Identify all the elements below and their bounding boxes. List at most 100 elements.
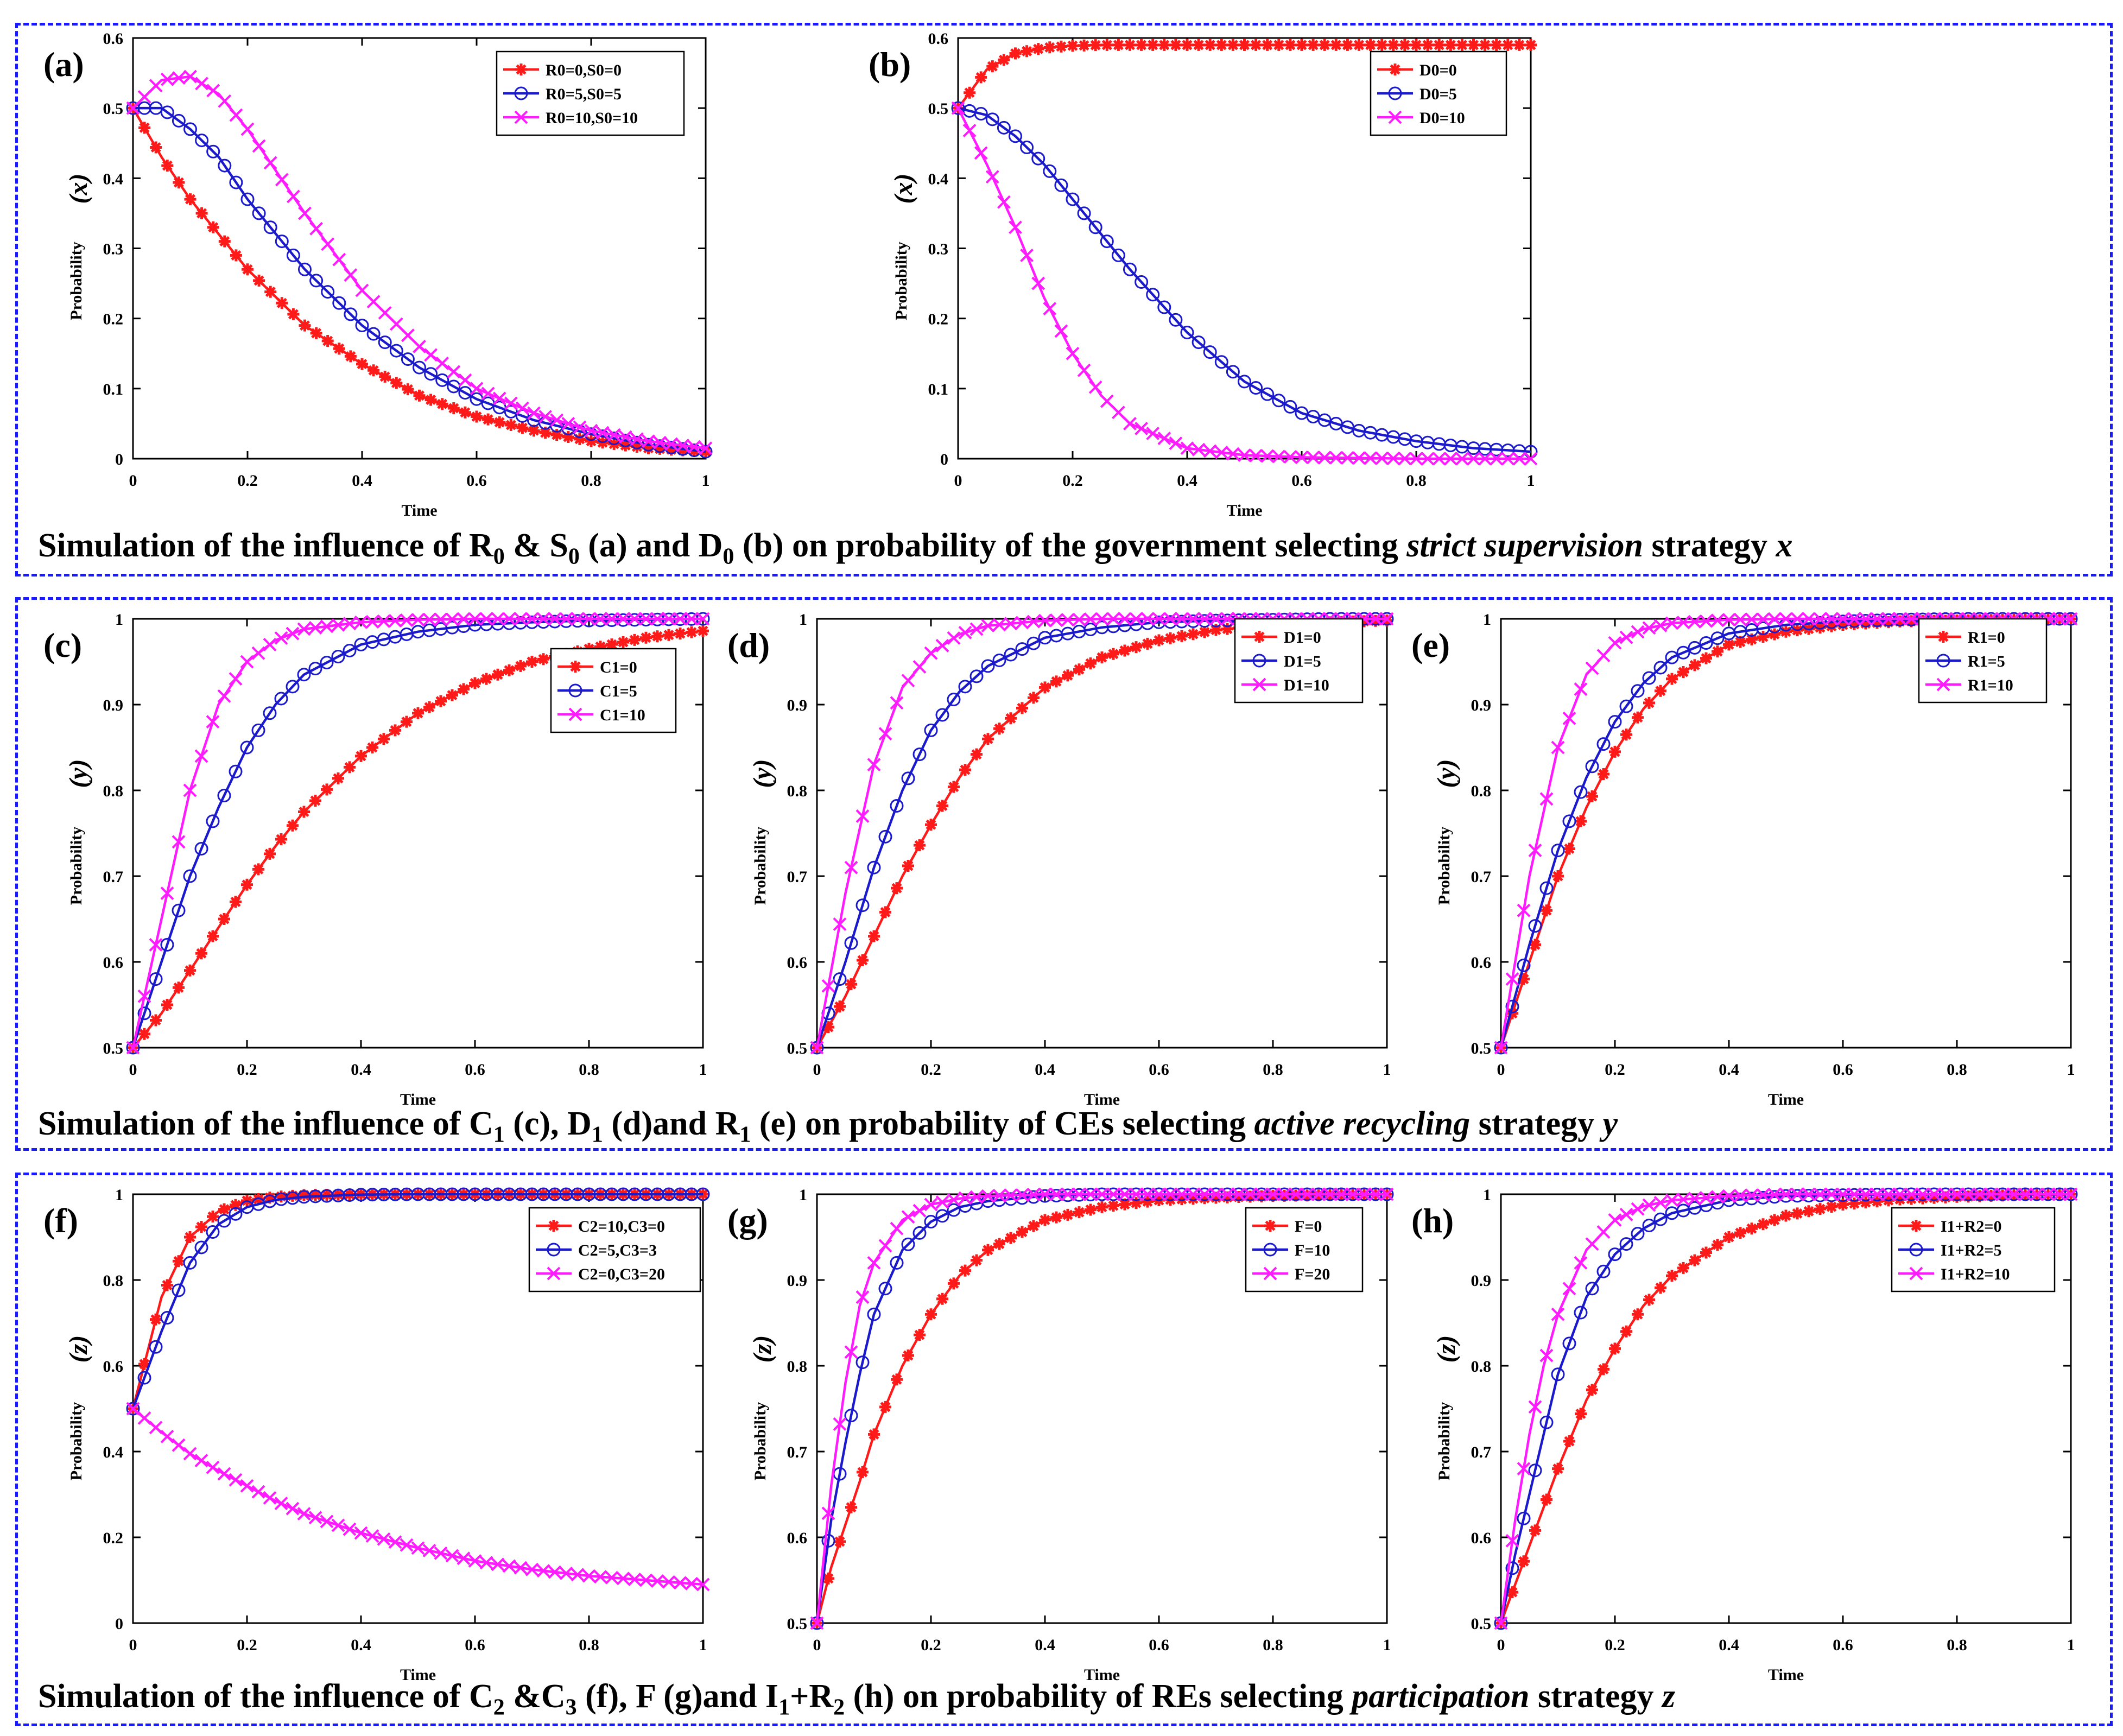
point-d-2-23: [1072, 612, 1086, 626]
point-a-2-42: [607, 428, 621, 442]
point-c-2-30: [468, 612, 482, 626]
point-c-2-34: [514, 612, 528, 626]
point-c-1-5: [183, 869, 197, 883]
legend-label-a-0: R0=0,S0=0: [546, 61, 622, 79]
x-tick-label-h-3: 0.6: [1833, 1636, 1853, 1654]
legend-label-b-0: D0=0: [1419, 61, 1457, 79]
point-e-2-8: [1585, 661, 1599, 675]
point-h-2-18: [1699, 1190, 1713, 1205]
x-tick-label-g-3: 0.6: [1149, 1636, 1169, 1654]
point-f-2-27: [434, 1546, 448, 1560]
point-h-2-50: [2064, 1187, 2078, 1201]
y-axis-variable-f: (z): [64, 1335, 93, 1363]
point-h-2-49: [2052, 1187, 2067, 1201]
point-c-2-25: [411, 613, 425, 626]
point-f-2-34: [514, 1561, 528, 1575]
point-c-2-20: [354, 615, 368, 629]
point-e-2-3: [1528, 844, 1542, 858]
point-a-2-50: [699, 441, 713, 455]
point-a-2-41: [595, 426, 610, 440]
point-c-2-19: [343, 617, 357, 631]
point-a-1-16: [309, 274, 324, 288]
series-b-1: [951, 101, 1538, 459]
legend-label-a-1: R0=5,S0=5: [546, 85, 622, 103]
point-d-2-7: [890, 696, 904, 710]
point-h-2-33: [1870, 1187, 1884, 1201]
point-h-2-31: [1847, 1187, 1861, 1201]
y-tick-label-e-3: 0.8: [1471, 782, 1492, 800]
point-a-1-11: [252, 206, 266, 220]
point-h-2-20: [1722, 1189, 1736, 1203]
point-f-2-41: [593, 1570, 607, 1584]
legend-marker-b-1: [1388, 86, 1402, 100]
legend-label-b-2: D0=10: [1419, 109, 1465, 127]
point-a-1-33: [504, 404, 518, 419]
point-g-2-39: [1254, 1187, 1269, 1201]
y-tick-label-h-5: 1: [1483, 1186, 1491, 1204]
point-b-1-10: [1066, 192, 1080, 206]
x-tick-label-g-4: 0.8: [1263, 1636, 1283, 1654]
point-h-1-2: [1517, 1511, 1531, 1525]
legend-marker-b-2: [1388, 110, 1402, 124]
legend-marker-f-2: [547, 1266, 561, 1281]
point-g-2-22: [1061, 1187, 1075, 1201]
x-tick-label-c-1: 0.2: [237, 1061, 257, 1079]
chart-d: (d) 0 0.2 0.4 0.6 0.8 1 0.5 0.6 0.7 0.8 0.9 1 Time Pro…: [727, 611, 1394, 1108]
point-d-2-22: [1061, 613, 1075, 627]
point-h-2-23: [1756, 1188, 1770, 1202]
point-g-2-20: [1038, 1187, 1052, 1201]
y-tick-label-c-3: 0.8: [103, 782, 124, 800]
point-c-2-45: [639, 612, 653, 626]
point-b-2-48: [1501, 452, 1515, 466]
point-g-2-11: [935, 1195, 949, 1209]
point-f-1-7: [206, 1225, 220, 1239]
y-tick-label-f-1: 0.2: [103, 1529, 124, 1547]
point-c-2-9: [229, 672, 243, 686]
point-c-1-2: [149, 972, 163, 986]
point-b-2-16: [1135, 422, 1149, 435]
chart-b: (b) 0 0.2 0.4 0.6 0.8 1 0 0.1 0.2 0.3 0.4 0.5 0.6 Time…: [869, 30, 1538, 519]
point-a-2-46: [653, 435, 667, 449]
x-tick-label-f-3: 0.6: [465, 1636, 485, 1654]
point-d-2-34: [1197, 612, 1212, 626]
point-f-1-2: [149, 1340, 163, 1354]
point-f-2-8: [217, 1467, 231, 1481]
point-b-2-15: [1123, 417, 1137, 430]
point-f-2-23: [388, 1535, 402, 1549]
point-a-2-8: [218, 94, 232, 108]
point-a-2-16: [309, 221, 324, 236]
point-a-2-49: [687, 440, 701, 454]
point-h-1-14: [1653, 1212, 1668, 1226]
point-a-1-10: [240, 192, 255, 206]
point-d-2-30: [1152, 612, 1166, 626]
point-f-2-29: [457, 1551, 471, 1566]
point-a-2-45: [642, 434, 655, 448]
point-h-2-2: [1517, 1462, 1531, 1476]
point-g-1-5: [867, 1307, 881, 1321]
point-a-1-22: [378, 335, 392, 350]
point-b-2-40: [1409, 452, 1423, 466]
point-b-2-25: [1238, 448, 1251, 462]
point-c-2-3: [160, 886, 174, 901]
y-tick-label-f-5: 1: [115, 1186, 123, 1204]
point-b-1-19: [1169, 313, 1183, 327]
point-c-2-46: [650, 612, 664, 626]
point-f-2-37: [548, 1565, 562, 1579]
point-h-2-44: [1995, 1187, 2010, 1201]
point-b-2-7: [1031, 276, 1045, 290]
point-d-2-50: [1380, 612, 1394, 626]
point-f-2-38: [559, 1566, 573, 1580]
point-b-1-27: [1260, 387, 1275, 401]
point-d-1-14: [969, 669, 984, 683]
point-a-2-11: [252, 139, 266, 153]
point-d-1-9: [912, 747, 927, 762]
point-c-2-14: [286, 626, 300, 641]
point-c-2-1: [137, 989, 151, 1003]
point-a-1-3: [160, 105, 174, 119]
point-f-2-22: [377, 1532, 391, 1546]
point-g-2-45: [1323, 1187, 1337, 1201]
point-b-2-33: [1329, 451, 1343, 465]
x-tick-label-g-5: 1: [1383, 1636, 1391, 1654]
point-h-2-9: [1596, 1225, 1611, 1239]
point-g-2-47: [1346, 1187, 1360, 1201]
